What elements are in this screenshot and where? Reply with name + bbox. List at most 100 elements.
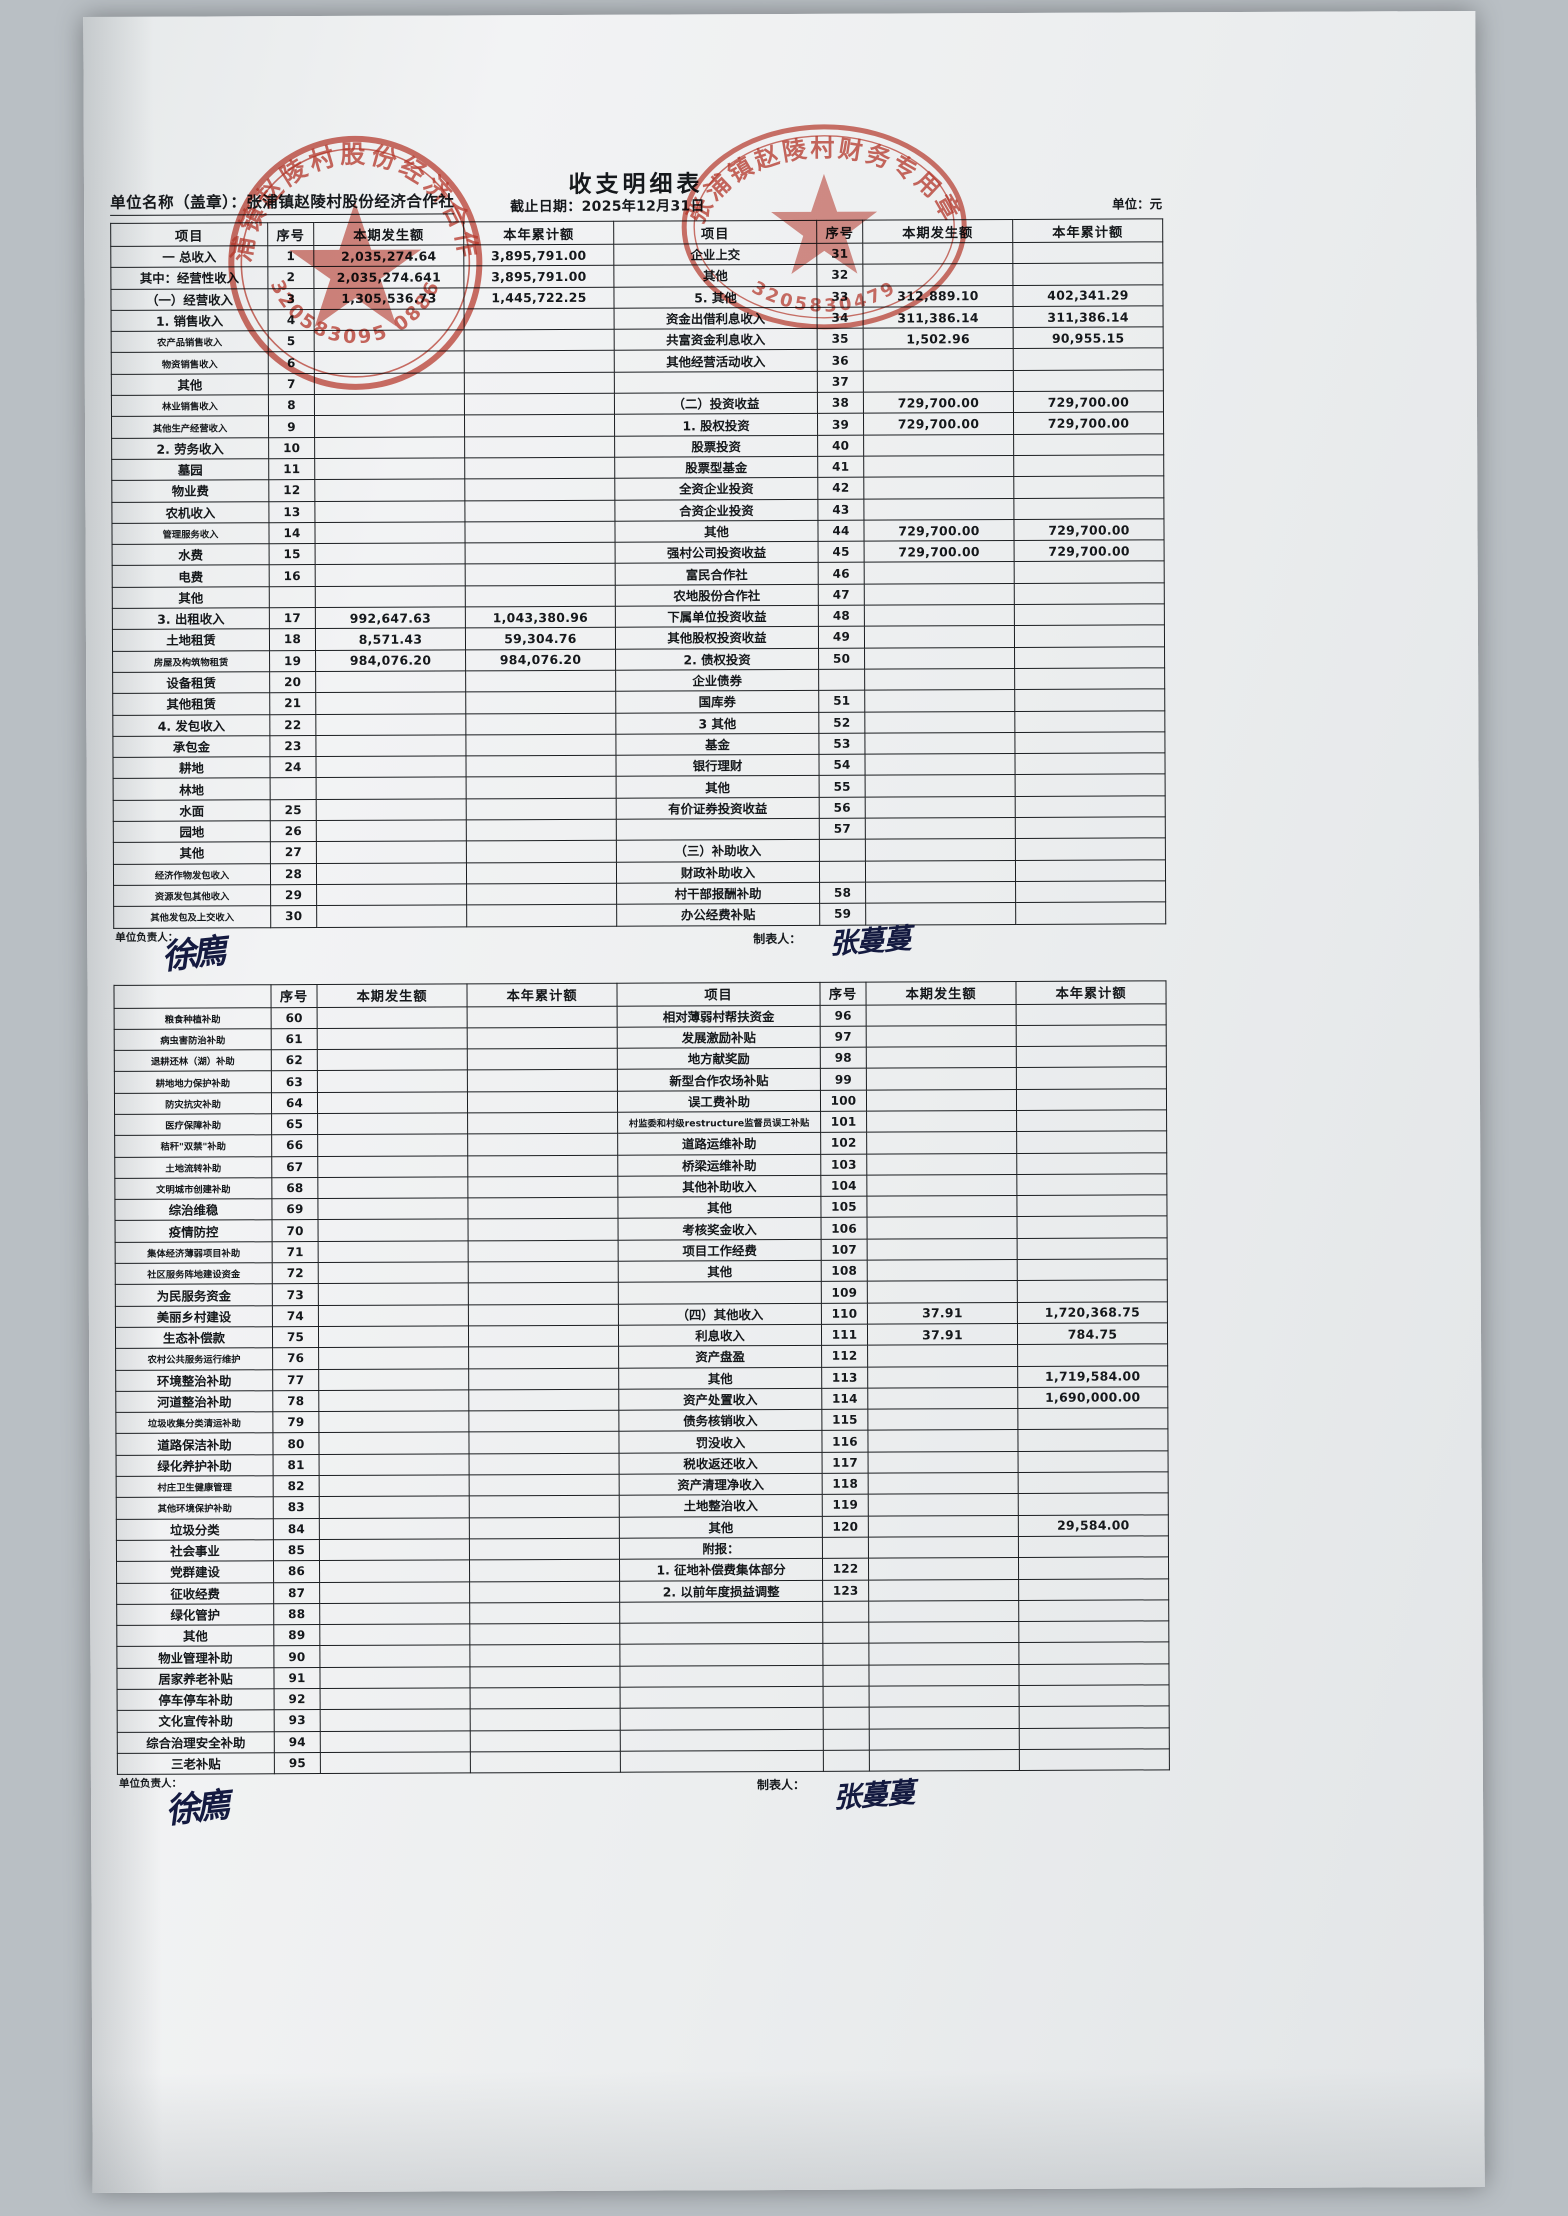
row-current-left: 8,571.43 <box>315 628 466 651</box>
row-accumulated-right <box>1015 838 1166 861</box>
row-item-left: 其中：经营性收入 <box>110 267 268 290</box>
row-item-right: 其他 <box>619 1515 823 1539</box>
row-accumulated-left <box>464 478 615 501</box>
row-item-left: 电费 <box>112 565 270 588</box>
row-current-right <box>866 1067 1017 1090</box>
row-accumulated-right <box>1015 859 1166 882</box>
row-item-right: 新型合作农场补贴 <box>617 1068 821 1091</box>
row-item-left: 设备租赁 <box>112 671 270 694</box>
row-current-right <box>866 1174 1017 1197</box>
row-no-left: 18 <box>269 628 316 651</box>
row-item-right: 5. 其他 <box>613 285 818 309</box>
prepared-signature-2: 张蔓蔓 <box>832 1775 916 1815</box>
row-item-left: 道路保洁补助 <box>115 1433 274 1456</box>
row-item-right: 其他 <box>617 1196 822 1219</box>
row-item-right: 其他 <box>613 264 817 287</box>
row-accumulated-left <box>468 1367 619 1390</box>
row-accumulated-left <box>467 1069 618 1092</box>
row-item-right: 土地整治收入 <box>619 1494 823 1517</box>
row-accumulated-right: 729,700.00 <box>1014 539 1165 562</box>
row-accumulated-right <box>1013 454 1164 477</box>
row-accumulated-left <box>467 1133 618 1156</box>
row-current-right <box>866 1025 1017 1048</box>
row-accumulated-left <box>464 350 615 373</box>
row-accumulated-left <box>465 691 616 714</box>
row-current-left <box>318 1261 469 1284</box>
row-no-right: 38 <box>817 392 864 414</box>
row-no-right <box>822 1537 869 1559</box>
col-accumulated-left: 本年累计额 <box>463 221 614 245</box>
row-no-left: 78 <box>272 1390 319 1412</box>
row-no-left: 68 <box>271 1177 318 1199</box>
row-item-right: 2. 以前年度损益调整 <box>619 1579 823 1603</box>
row-current-left <box>314 500 465 523</box>
row-item-right: 资金出借利息收入 <box>614 307 818 330</box>
col-no-right-2: 序号 <box>819 981 867 1005</box>
row-current-right <box>867 1216 1018 1239</box>
row-current-right <box>862 242 1013 265</box>
row-current-right <box>869 1749 1020 1772</box>
row-current-right <box>868 1664 1020 1687</box>
row-current-right <box>869 1728 1020 1751</box>
row-item-right: 资产处置收入 <box>618 1388 822 1411</box>
row-current-left: 2,035,274.64 <box>313 244 464 267</box>
row-no-right <box>823 1686 870 1708</box>
row-current-right <box>867 1238 1018 1261</box>
prepared-by-label-1: 制表人： <box>753 931 802 946</box>
row-item-right: 农地股份合作社 <box>615 584 819 607</box>
row-accumulated-right <box>1016 1173 1167 1196</box>
row-no-left <box>270 777 317 800</box>
row-item-right: 财政补助收入 <box>616 860 820 884</box>
row-no-right: 108 <box>821 1260 868 1282</box>
row-accumulated-right: 402,341.29 <box>1012 284 1164 307</box>
row-current-right <box>869 1685 1020 1708</box>
row-no-right <box>818 669 865 691</box>
row-current-left <box>318 1347 469 1370</box>
row-item-right: 企业债券 <box>615 669 819 692</box>
row-accumulated-left <box>467 1027 618 1049</box>
row-item-right: 银行理财 <box>615 754 820 777</box>
row-accumulated-right <box>1013 497 1164 520</box>
row-no-right: 41 <box>817 456 864 478</box>
row-current-left <box>319 1474 470 1497</box>
row-accumulated-right <box>1019 1727 1170 1750</box>
row-accumulated-left <box>466 797 617 820</box>
col-current-right: 本期发生额 <box>862 219 1013 244</box>
row-current-left: 984,076.20 <box>315 649 466 672</box>
row-current-left <box>317 1070 468 1093</box>
row-item-left: 其他 <box>113 842 271 865</box>
row-accumulated-right: 29,584.00 <box>1018 1514 1169 1537</box>
row-current-left <box>315 692 466 715</box>
row-current-right <box>864 732 1015 755</box>
row-current-right <box>867 1259 1018 1282</box>
row-no-right <box>823 1728 870 1751</box>
row-accumulated-right: 729,700.00 <box>1013 390 1164 413</box>
row-no-left: 90 <box>273 1645 320 1668</box>
row-current-left <box>315 564 466 587</box>
row-item-left: 1. 销售收入 <box>111 309 269 332</box>
row-current-left <box>316 819 467 842</box>
row-accumulated-left <box>467 1112 618 1135</box>
row-no-right: 96 <box>820 1004 867 1027</box>
row-no-left: 77 <box>272 1369 319 1391</box>
row-item-left: 管理服务收入 <box>111 522 270 545</box>
row-no-right: 106 <box>821 1217 868 1240</box>
row-current-left <box>319 1560 470 1583</box>
row-accumulated-left <box>464 393 615 416</box>
row-item-left: 林业销售收入 <box>111 394 269 417</box>
row-current-right <box>862 263 1013 286</box>
row-item-right: 罚没收入 <box>618 1430 823 1453</box>
row-item-left: 一 总收入 <box>110 245 268 268</box>
row-no-left: 63 <box>271 1070 318 1093</box>
row-no-right: 46 <box>818 562 865 585</box>
row-item-left: 为民服务资金 <box>115 1284 273 1307</box>
row-no-right <box>819 860 866 883</box>
row-item-left: 其他环境保护补助 <box>116 1497 274 1520</box>
row-accumulated-left <box>468 1410 619 1433</box>
row-no-right: 111 <box>821 1324 868 1346</box>
row-item-right: （二）投资收益 <box>614 392 818 415</box>
row-accumulated-left: 1,445,722.25 <box>463 286 615 309</box>
row-item-right: 全资企业投资 <box>614 477 818 500</box>
row-no-left: 75 <box>272 1326 319 1348</box>
row-no-right: 101 <box>820 1111 867 1133</box>
